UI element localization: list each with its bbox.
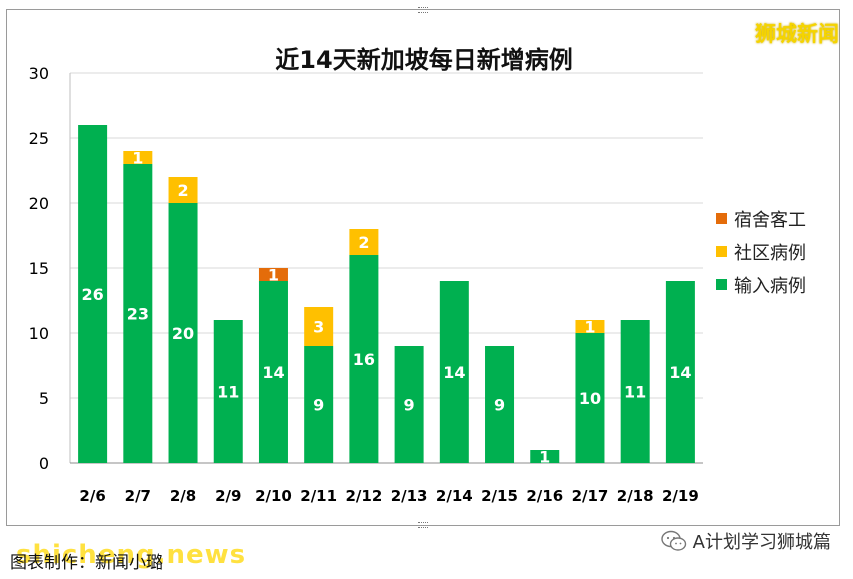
brand-logo-text: 狮城新闻 — [755, 22, 839, 46]
bar-data-label: 20 — [172, 324, 194, 343]
x-tick-label: 2/6 — [79, 487, 105, 505]
bar-segment — [304, 346, 334, 463]
bar-data-label: 14 — [669, 363, 691, 382]
bar-data-label: 26 — [81, 285, 103, 304]
x-tick-label: 2/17 — [572, 487, 609, 505]
bar-data-label: 9 — [494, 395, 505, 414]
bar-segment — [530, 450, 560, 463]
x-tick-label: 2/19 — [662, 487, 699, 505]
bar-segment — [485, 346, 515, 463]
resize-handle-bottom[interactable] — [418, 522, 428, 528]
y-tick-label: 10 — [29, 324, 49, 343]
bar-data-label: 3 — [313, 317, 324, 336]
resize-handle-top[interactable] — [418, 7, 428, 13]
bar-segment — [394, 346, 424, 463]
bar-data-label: 23 — [127, 304, 149, 323]
legend-label: 社区病例 — [734, 242, 806, 264]
chart-legend: 宿舍客工社区病例输入病例 — [716, 202, 806, 301]
wechat-icon — [660, 530, 686, 551]
x-tick-label: 2/15 — [481, 487, 518, 505]
bar-segment — [258, 281, 288, 463]
legend-item: 宿舍客工 — [716, 202, 806, 235]
bar-data-label: 1 — [268, 265, 279, 284]
bar-data-label: 14 — [443, 363, 465, 382]
bar-data-label: 16 — [353, 350, 375, 369]
bar-data-label: 14 — [262, 363, 284, 382]
bar-segment — [304, 307, 334, 346]
y-tick-label: 25 — [29, 129, 49, 148]
bar-data-label: 9 — [313, 395, 324, 414]
legend-label: 宿舍客工 — [734, 209, 806, 231]
bar-segment — [575, 333, 605, 463]
bar-segment — [258, 268, 288, 281]
legend-item: 输入病例 — [716, 268, 806, 301]
legend-swatch — [716, 213, 727, 224]
bar-segment — [123, 164, 153, 463]
bar-data-label: 11 — [217, 382, 239, 401]
x-tick-label: 2/11 — [300, 487, 337, 505]
wechat-account[interactable]: A计划学习狮城篇 — [660, 528, 831, 554]
bar-segment — [213, 320, 243, 463]
bar-segment — [665, 281, 695, 463]
bar-data-label: 2 — [177, 181, 188, 200]
y-tick-label: 0 — [39, 454, 49, 473]
x-tick-label: 2/8 — [170, 487, 196, 505]
bar-segment — [620, 320, 650, 463]
account-name: A计划学习狮城篇 — [692, 532, 831, 553]
bar-data-label: 1 — [539, 447, 550, 466]
chart-credit: 图表制作：新闻小璐 — [10, 553, 163, 573]
x-tick-label: 2/7 — [125, 487, 151, 505]
bar-data-label: 1 — [584, 317, 595, 336]
x-tick-label: 2/16 — [526, 487, 563, 505]
x-tick-label: 2/9 — [215, 487, 241, 505]
bar-data-label: 9 — [404, 395, 415, 414]
bar-data-label: 11 — [624, 382, 646, 401]
bar-data-label: 1 — [132, 148, 143, 167]
watermark: shicheng.news — [16, 540, 247, 570]
x-tick-label: 2/10 — [255, 487, 292, 505]
bar-segment — [168, 177, 198, 203]
bar-segment — [439, 281, 469, 463]
bar-segment — [349, 229, 379, 255]
bar-segment — [575, 320, 605, 333]
x-tick-label: 2/14 — [436, 487, 473, 505]
x-tick-label: 2/13 — [391, 487, 428, 505]
x-tick-label: 2/18 — [617, 487, 654, 505]
bar-segment — [168, 203, 198, 463]
bar-segment — [123, 151, 153, 164]
y-tick-label: 30 — [29, 64, 49, 83]
bar-data-label: 10 — [579, 389, 601, 408]
bar-segment — [349, 255, 379, 463]
x-tick-label: 2/12 — [345, 487, 382, 505]
bar-data-label: 2 — [358, 233, 369, 252]
legend-item: 社区病例 — [716, 235, 806, 268]
y-tick-label: 20 — [29, 194, 49, 213]
bar-segment — [78, 125, 108, 463]
y-tick-label: 5 — [39, 389, 49, 408]
legend-swatch — [716, 279, 727, 290]
legend-label: 输入病例 — [734, 275, 806, 297]
legend-swatch — [716, 246, 727, 257]
chart-title: 近14天新加坡每日新增病例 — [275, 46, 573, 74]
y-tick-label: 15 — [29, 259, 49, 278]
